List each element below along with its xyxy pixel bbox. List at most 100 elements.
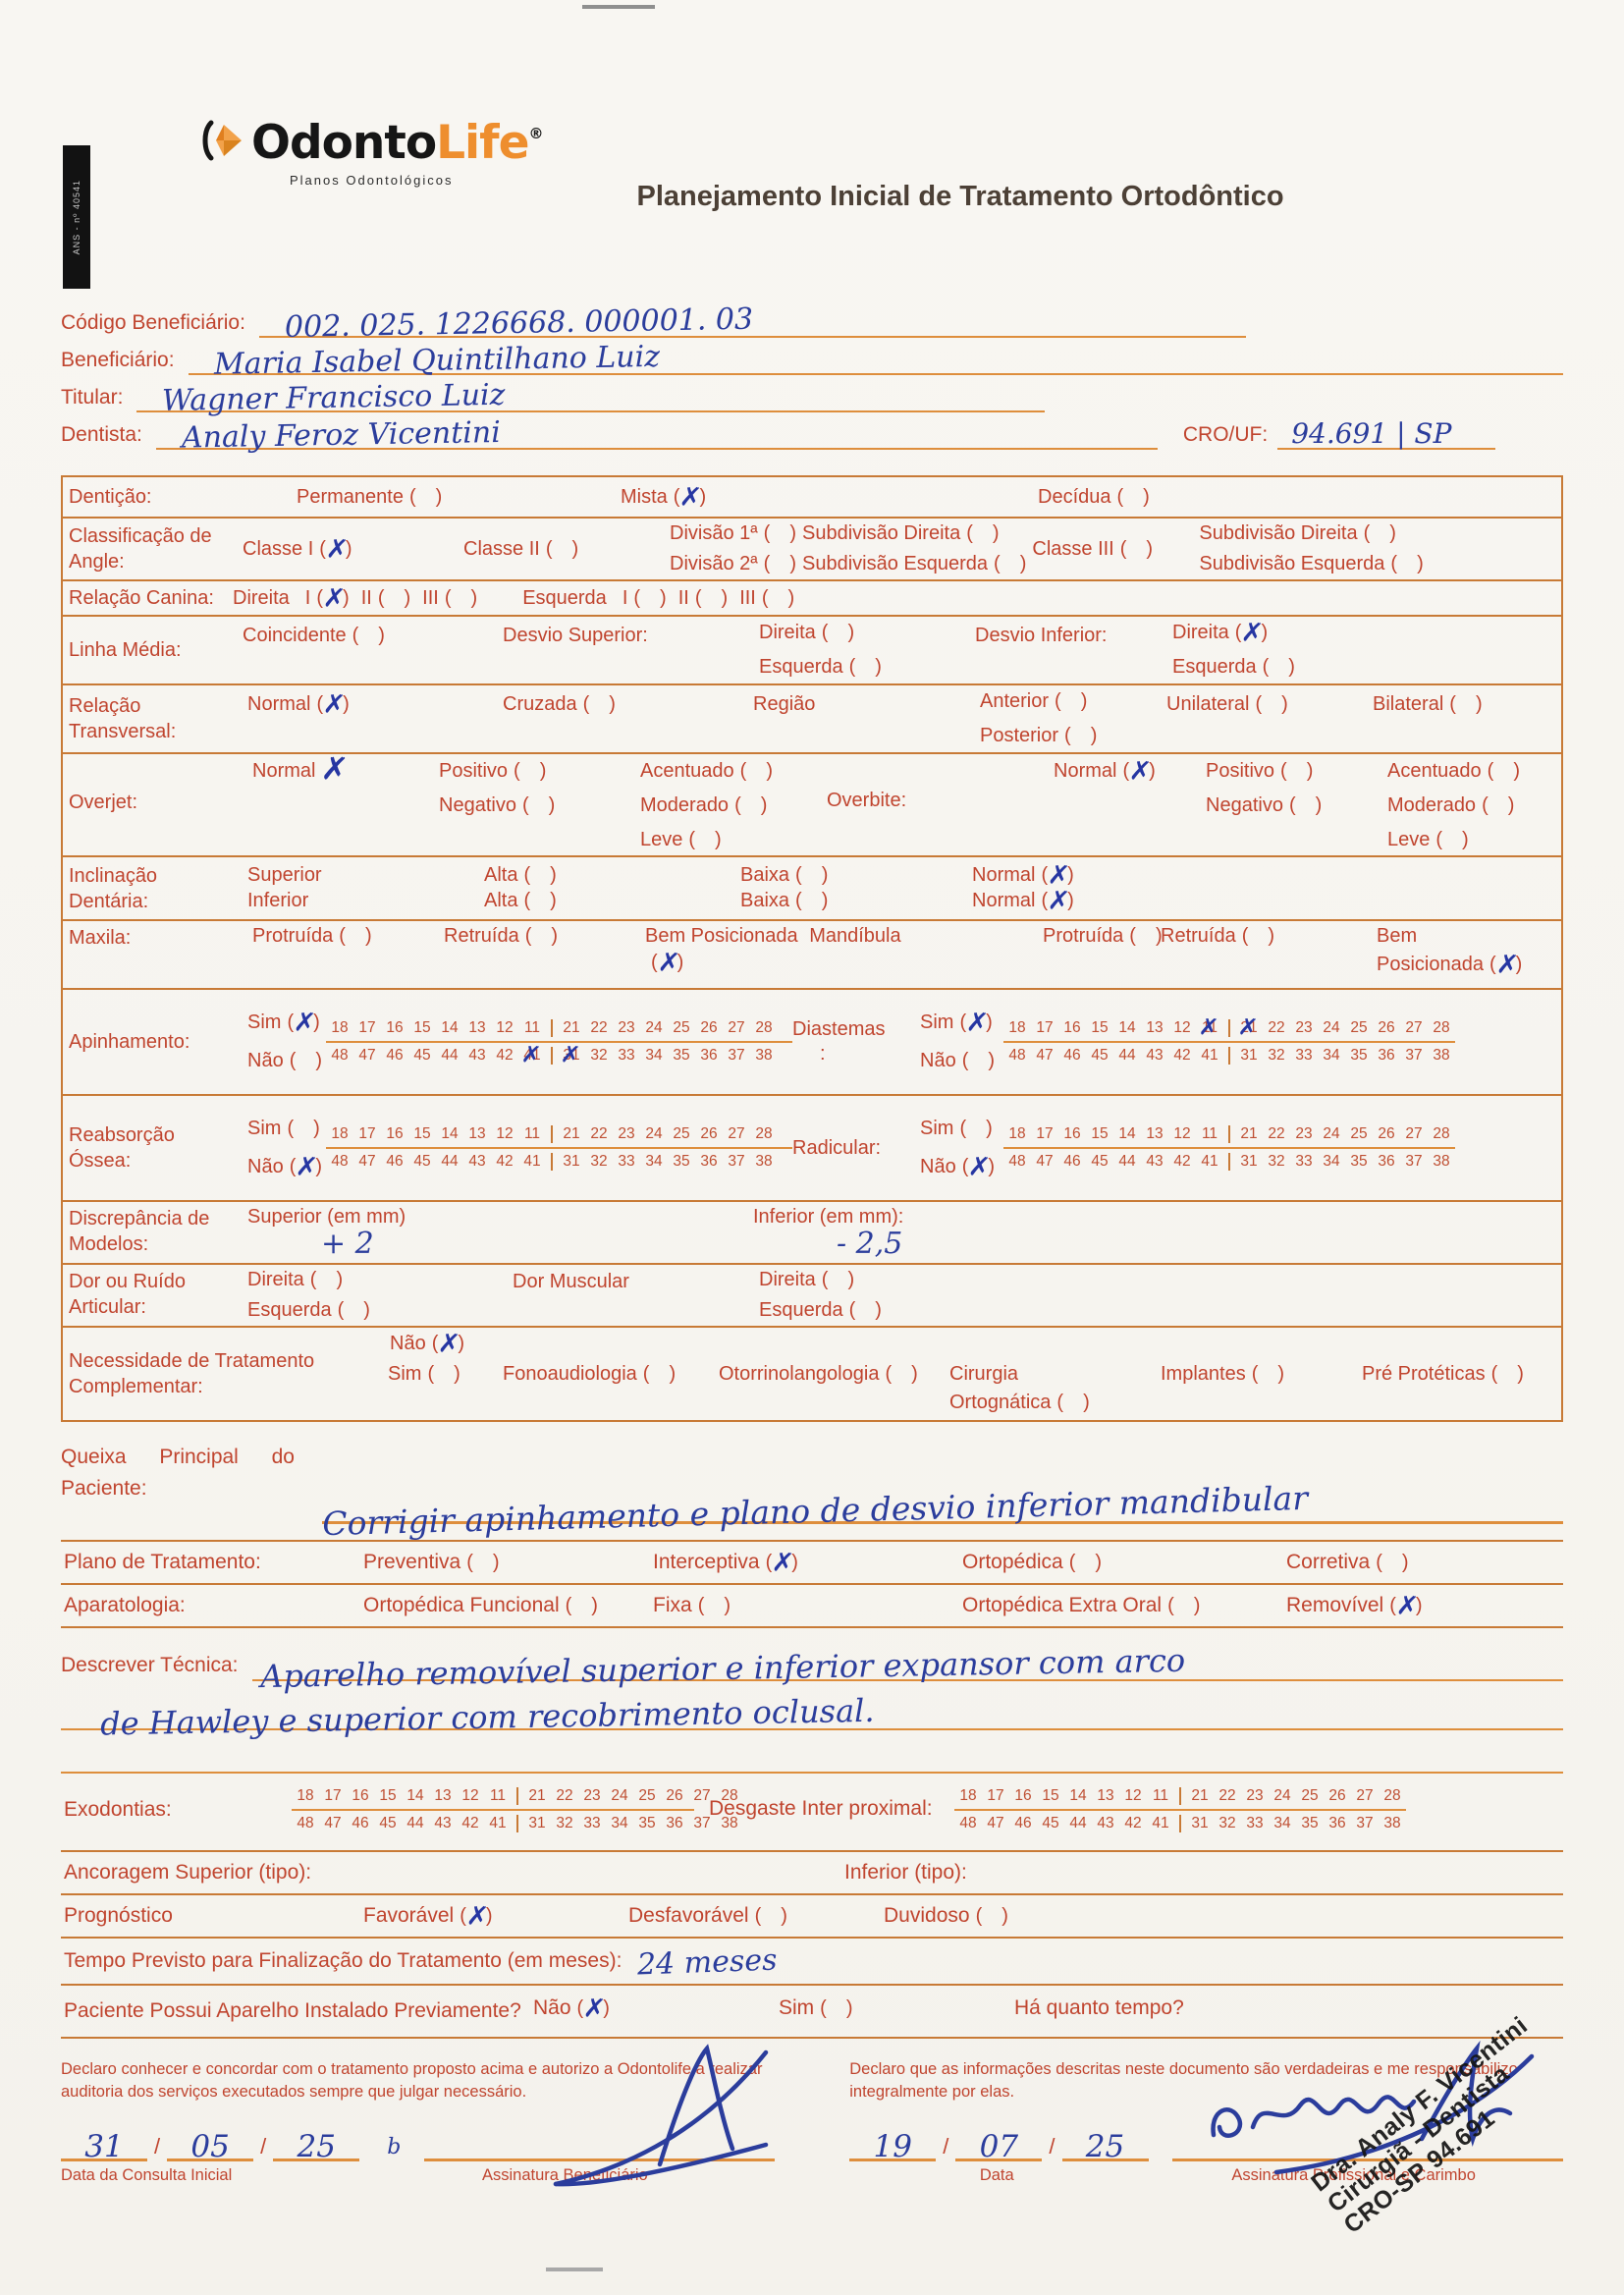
tooth-25[interactable]: 25 (638, 1786, 656, 1804)
tooth-34[interactable]: 34 (1323, 1153, 1340, 1170)
checkbox-sim[interactable]: Sim(✗) (247, 1007, 320, 1040)
checkbox-ortopedica-extra-oral[interactable]: Ortopédica Extra Oral( ) (962, 1593, 1201, 1616)
tooth-43[interactable]: 43 (1146, 1153, 1164, 1170)
tooth-33[interactable]: 33 (618, 1153, 635, 1170)
checkbox-positivo[interactable]: Positivo( ) (439, 760, 547, 782)
tooth-14[interactable]: 14 (1069, 1786, 1087, 1804)
tooth-27[interactable]: 27 (693, 1786, 711, 1804)
tooth-14[interactable]: 14 (1118, 1125, 1136, 1142)
tooth-43[interactable]: 43 (1097, 1814, 1114, 1831)
tooth-37[interactable]: 37 (728, 1047, 745, 1064)
checkbox-nao[interactable]: Não( ) (920, 1050, 996, 1071)
tooth-21[interactable]: 21 (563, 1125, 580, 1142)
tooth-18[interactable]: 18 (1008, 1125, 1026, 1142)
tooth-41[interactable]: 41 (489, 1814, 507, 1831)
tooth-31[interactable]: 31 (558, 1047, 585, 1065)
queixa-input[interactable]: Corrigir apinhamento e plano de desvio i… (322, 1442, 1563, 1543)
tooth-16[interactable]: 16 (386, 1019, 404, 1036)
tooth-12[interactable]: 12 (496, 1019, 514, 1036)
tooth-22[interactable]: 22 (1268, 1125, 1285, 1142)
tooth-17[interactable]: 17 (987, 1786, 1004, 1804)
tooth-36[interactable]: 36 (1328, 1814, 1346, 1831)
checkbox-ortopedica-funcional[interactable]: Ortopédica Funcional( ) (363, 1593, 598, 1616)
tooth-38[interactable]: 38 (755, 1047, 773, 1064)
tooth-33[interactable]: 33 (1246, 1814, 1264, 1831)
tooth-38[interactable]: 38 (1433, 1153, 1450, 1170)
tooth-42[interactable]: 42 (1173, 1047, 1191, 1064)
tooth-21[interactable]: 21 (563, 1019, 580, 1036)
checkbox-sim[interactable]: Sim( ) (779, 1996, 853, 2019)
checkbox-esquerda[interactable]: Esquerda( ) (247, 1298, 370, 1321)
checkbox-direita[interactable]: Direita( ) (759, 622, 855, 643)
checkbox-i[interactable]: I( ) (622, 586, 667, 609)
tooth-27[interactable]: 27 (1405, 1019, 1423, 1036)
checkbox-ortognatica[interactable]: Ortognática( ) (949, 1392, 1090, 1413)
tooth-15[interactable]: 15 (1091, 1019, 1109, 1036)
tooth-26[interactable]: 26 (1378, 1019, 1395, 1036)
tooth-26[interactable]: 26 (666, 1786, 683, 1804)
tooth-36[interactable]: 36 (666, 1814, 683, 1831)
tooth-34[interactable]: 34 (645, 1153, 663, 1170)
tooth-27[interactable]: 27 (1405, 1125, 1423, 1142)
checkbox-classe-i[interactable]: Classe I(✗) (243, 532, 352, 566)
checkbox-subdivisao-esquerda[interactable]: Subdivisão Esquerda( ) (1199, 553, 1424, 574)
tooth-18[interactable]: 18 (331, 1019, 349, 1036)
checkbox-classe-iii[interactable]: Classe III( ) (1032, 537, 1154, 560)
tooth-43[interactable]: 43 (468, 1153, 486, 1170)
tooth-41[interactable]: 41 (518, 1047, 546, 1065)
tooth-32[interactable]: 32 (556, 1814, 573, 1831)
tooth-11[interactable]: 11 (523, 1125, 541, 1142)
cro-input[interactable]: 94.691 | SP (1277, 420, 1496, 450)
checkbox-bilateral[interactable]: Bilateral( ) (1373, 693, 1483, 715)
tooth-35[interactable]: 35 (673, 1047, 690, 1064)
tooth-23[interactable]: 23 (1295, 1019, 1313, 1036)
tooth-44[interactable]: 44 (1118, 1047, 1136, 1064)
tooth-22[interactable]: 22 (1268, 1019, 1285, 1036)
tooth-27[interactable]: 27 (1356, 1786, 1374, 1804)
tooth-11[interactable]: 11 (523, 1019, 541, 1036)
tooth-42[interactable]: 42 (1173, 1153, 1191, 1170)
tooth-23[interactable]: 23 (618, 1019, 635, 1036)
tooth-43[interactable]: 43 (1146, 1047, 1164, 1064)
tooth-36[interactable]: 36 (1378, 1047, 1395, 1064)
checkbox-nao[interactable]: Não( ) (247, 1050, 323, 1071)
checkbox-sim[interactable]: Sim( ) (920, 1118, 993, 1139)
tooth-47[interactable]: 47 (324, 1814, 342, 1831)
tooth-25[interactable]: 25 (1350, 1019, 1368, 1036)
dentista-input[interactable]: Analy Feroz Vicentini (155, 414, 1158, 455)
tooth-22[interactable]: 22 (1218, 1786, 1236, 1804)
tooth-31[interactable]: 31 (563, 1153, 580, 1170)
tooth-46[interactable]: 46 (386, 1047, 404, 1064)
checkbox-negativo[interactable]: Negativo( ) (439, 794, 556, 816)
tooth-45[interactable]: 45 (1091, 1153, 1109, 1170)
checkbox-retruida[interactable]: Retruída( ) (444, 925, 559, 947)
checkbox-protruida[interactable]: Protruída( ) (252, 925, 372, 947)
checkbox-sim[interactable]: Sim( ) (388, 1363, 460, 1385)
tooth-48[interactable]: 48 (1008, 1153, 1026, 1170)
tooth-17[interactable]: 17 (1036, 1019, 1054, 1036)
tooth-24[interactable]: 24 (1323, 1125, 1340, 1142)
checkbox-fonoaudiologia[interactable]: Fonoaudiologia( ) (503, 1363, 677, 1385)
tooth-47[interactable]: 47 (1036, 1047, 1054, 1064)
checkbox-permanente[interactable]: Permanente( ) (297, 485, 443, 508)
tooth-34[interactable]: 34 (1323, 1047, 1340, 1064)
tooth-21[interactable]: 21 (528, 1786, 546, 1804)
initial-consult-date[interactable]: 31 / 05 / 25 (61, 2129, 360, 2162)
tooth-48[interactable]: 48 (1008, 1047, 1026, 1064)
checkbox-ii[interactable]: II( ) (360, 586, 411, 609)
checkbox-interceptiva[interactable]: Interceptiva(✗) (653, 1546, 798, 1579)
tooth-24[interactable]: 24 (645, 1125, 663, 1142)
checkbox-direita[interactable]: Direita( ) (759, 1268, 855, 1290)
tooth-26[interactable]: 26 (1328, 1786, 1346, 1804)
tooth-41[interactable]: 41 (1152, 1814, 1169, 1831)
tooth-26[interactable]: 26 (700, 1125, 718, 1142)
tooth-41[interactable]: 41 (523, 1153, 541, 1170)
checkbox-corretiva[interactable]: Corretiva( ) (1286, 1550, 1409, 1573)
tooth-13[interactable]: 13 (1146, 1125, 1164, 1142)
tooth-21[interactable]: 21 (1191, 1786, 1209, 1804)
tooth-38[interactable]: 38 (1433, 1047, 1450, 1064)
checkbox-nao[interactable]: Não(✗) (533, 1993, 610, 2026)
checkbox-normal[interactable]: Normal(✗) (247, 688, 350, 722)
tooth-36[interactable]: 36 (1378, 1153, 1395, 1170)
tooth-46[interactable]: 46 (1014, 1814, 1032, 1831)
